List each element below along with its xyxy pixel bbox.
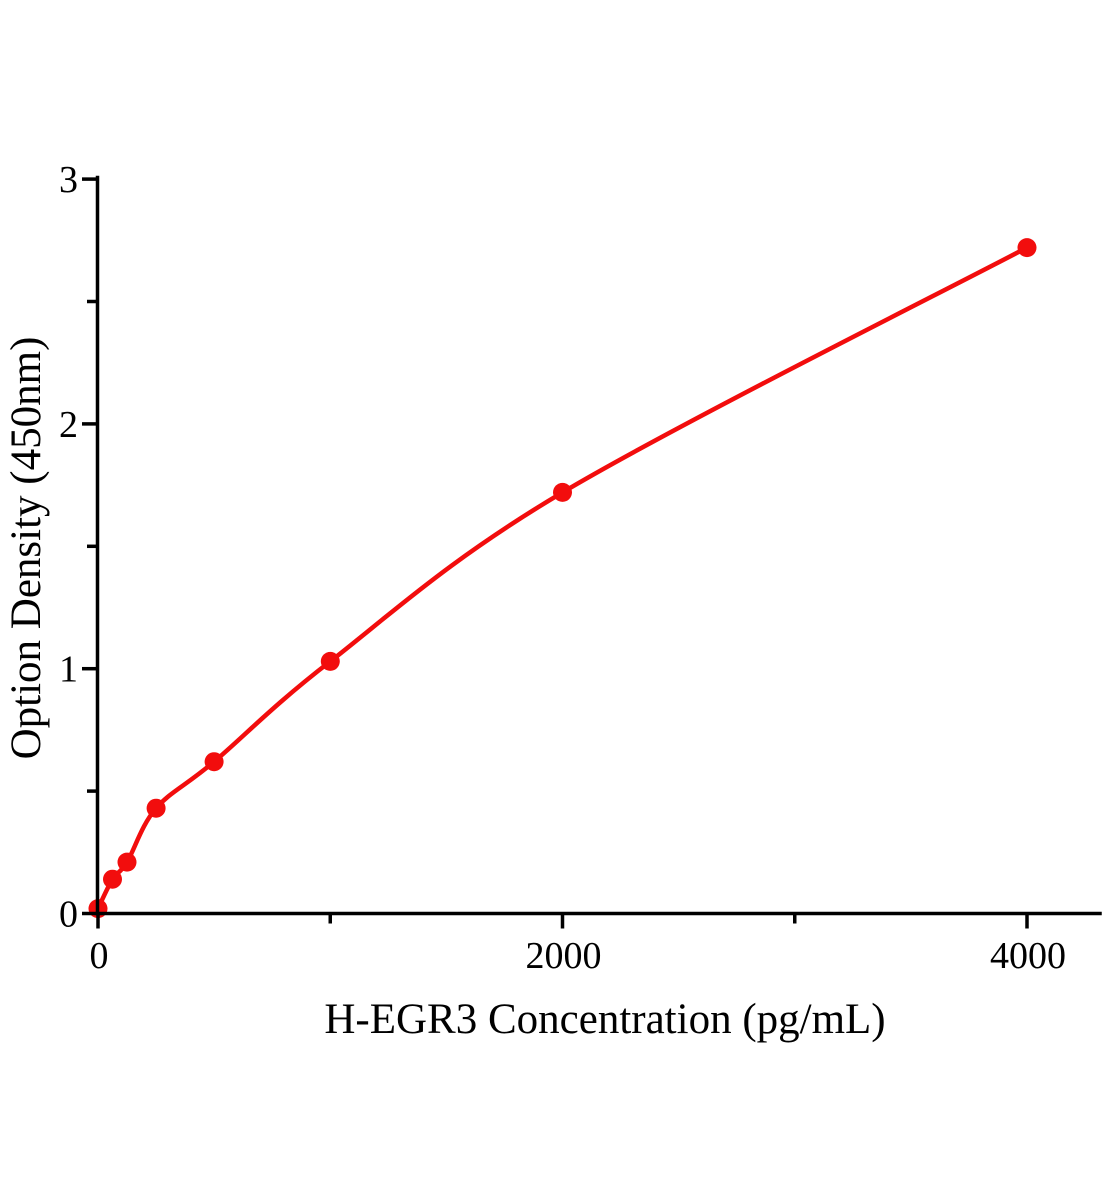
y-tick-label: 2 — [59, 404, 78, 446]
x-tick-label: 2000 — [526, 935, 602, 977]
data-point-marker — [204, 752, 224, 772]
series-layer — [88, 238, 1037, 919]
data-point-marker — [320, 651, 340, 671]
data-point-marker — [1017, 238, 1037, 258]
data-point-marker — [553, 482, 572, 502]
y-axis-title: Option Density (450nm) — [3, 337, 50, 760]
y-tick-label: 1 — [59, 649, 78, 691]
x-axis-title: H-EGR3 Concentration (pg/mL) — [324, 996, 885, 1043]
x-tick-label: 4000 — [990, 935, 1066, 977]
fit-curve-line — [95, 245, 1030, 911]
tick-label-layer: 0 2000 4000 0 1 2 3 — [59, 159, 1066, 977]
axes-layer — [82, 175, 1102, 929]
y-tick-label: 3 — [59, 159, 78, 201]
data-point-marker — [146, 798, 166, 818]
y-tick-label: 0 — [59, 894, 78, 936]
x-tick-label: 0 — [90, 935, 109, 977]
data-point-marker — [103, 869, 122, 889]
data-point-marker — [117, 852, 137, 872]
